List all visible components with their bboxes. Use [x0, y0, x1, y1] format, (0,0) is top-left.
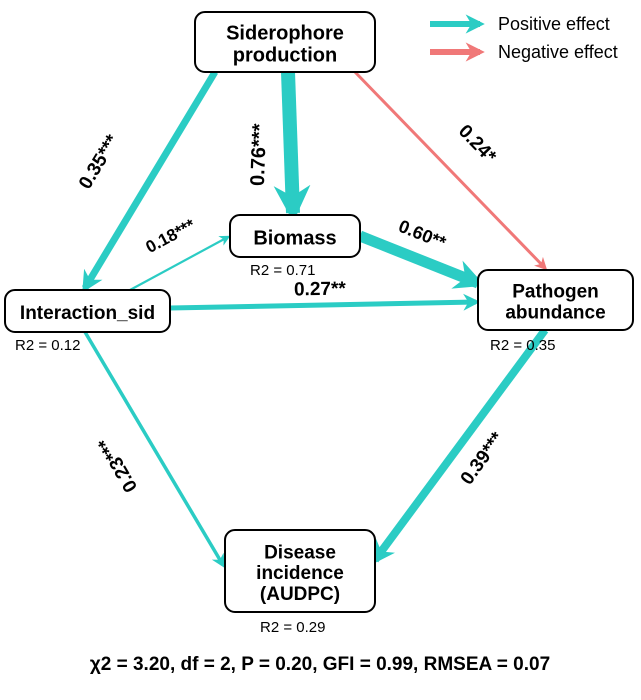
edge-pathogen_to_disease — [375, 330, 545, 560]
r2-disease: R2 = 0.29 — [260, 619, 325, 636]
node-label-disease-line2: (AUDPC) — [260, 584, 340, 605]
edge-label-interaction_to_biomass: 0.18*** — [143, 215, 199, 257]
node-label-disease-line0: Disease — [264, 542, 336, 563]
node-interaction: Interaction_sid R2 = 0.12 — [5, 290, 170, 354]
edge-label-sid_to_biomass: 0.76*** — [247, 123, 271, 186]
sem-path-diagram: 0.35*** 0.76*** 0.24* 0.18*** 0.60** 0.27** 0.… — [0, 0, 641, 700]
fit-statistics-text: χ2 = 3.20, df = 2, P = 0.20, GFI = 0.99,… — [90, 654, 550, 675]
edge-sid_to_biomass — [288, 72, 293, 213]
edge-label-sid_to_pathogen: 0.24* — [454, 121, 500, 168]
edge-label-sid_to_interaction: 0.35*** — [75, 131, 124, 193]
r2-biomass: R2 = 0.71 — [250, 262, 315, 279]
edge-interaction_to_pathogen — [170, 302, 476, 308]
r2-interaction: R2 = 0.12 — [15, 337, 80, 354]
edge-sid_to_pathogen — [355, 72, 545, 268]
edge-label-interaction_to_disease: 0.23*** — [94, 433, 142, 495]
edge-label-biomass_to_pathogen: 0.60** — [396, 216, 449, 253]
node-label-siderophore-line0: Siderophore — [226, 23, 344, 45]
node-label-pathogen-line1: abundance — [505, 303, 605, 324]
nodes-layer: Siderophoreproduction Biomass R2 = 0.71 Int… — [5, 12, 633, 636]
node-label-disease-line1: incidence — [256, 563, 344, 584]
node-label-siderophore-line1: production — [233, 45, 337, 67]
legend-positive-label: Positive effect — [498, 14, 610, 34]
node-disease: Diseaseincidence(AUDPC) R2 = 0.29 — [225, 530, 375, 636]
node-label-pathogen-line0: Pathogen — [512, 282, 599, 303]
legend-negative-label: Negative effect — [498, 42, 618, 62]
fit-statistics: χ2 = 3.20, df = 2, P = 0.20, GFI = 0.99,… — [90, 654, 550, 675]
edge-label-interaction_to_pathogen: 0.27** — [294, 279, 347, 301]
r2-pathogen: R2 = 0.35 — [490, 337, 555, 354]
node-pathogen: Pathogenabundance R2 = 0.35 — [478, 270, 633, 354]
node-biomass: Biomass R2 = 0.71 — [230, 215, 360, 279]
node-label-interaction-line0: Interaction_sid — [20, 303, 155, 324]
legend: Positive effect Negative effect — [430, 14, 618, 62]
node-label-biomass-line0: Biomass — [253, 228, 336, 250]
node-siderophore: Siderophoreproduction — [195, 12, 375, 72]
